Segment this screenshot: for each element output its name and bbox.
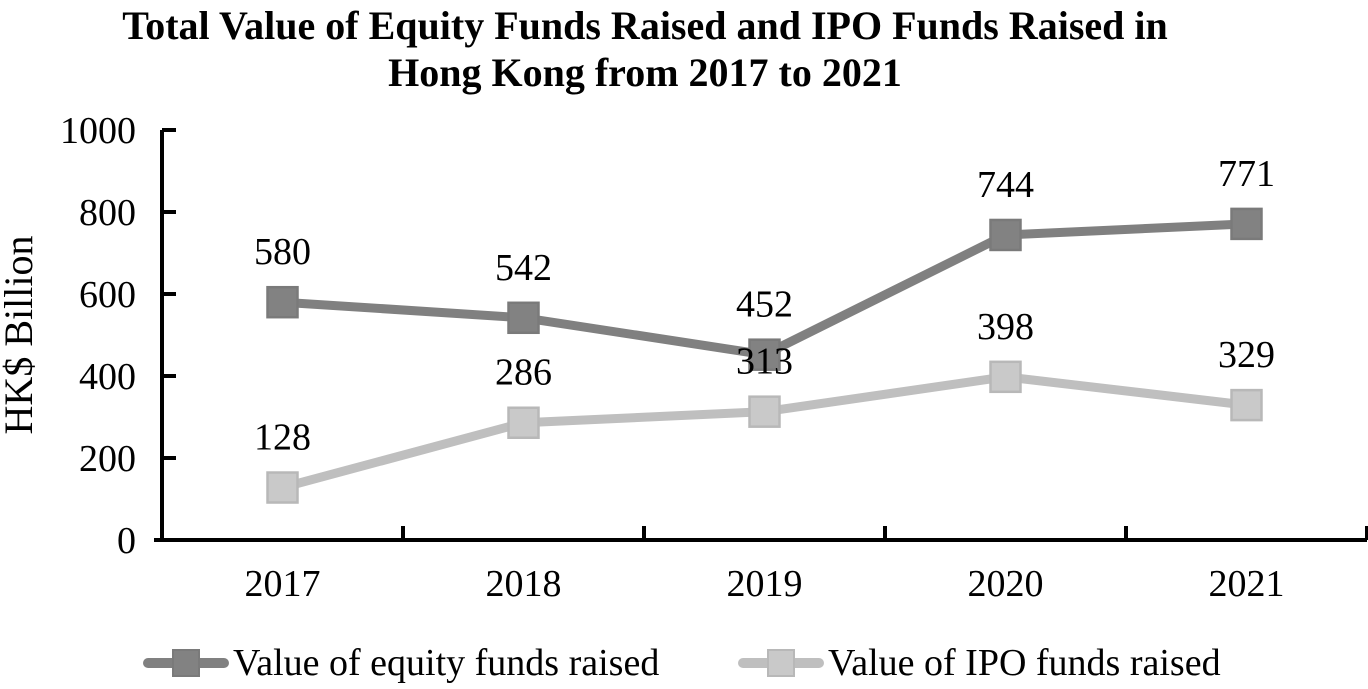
x-tick-label: 2020: [968, 563, 1044, 605]
legend-label-equity: Value of equity funds raised: [233, 642, 660, 684]
y-tick-label: 800: [79, 192, 136, 234]
data-point-marker: [507, 406, 540, 439]
data-label: 329: [1218, 334, 1275, 376]
y-tick-label: 0: [117, 520, 136, 562]
data-label: 744: [977, 164, 1034, 206]
data-label: 313: [736, 341, 793, 383]
x-tick-label: 2021: [1209, 563, 1285, 605]
data-point-marker: [989, 360, 1022, 394]
data-label: 286: [495, 352, 552, 394]
legend-square-marker-equity: [172, 649, 200, 677]
data-label: 452: [736, 284, 793, 326]
y-tick-label: 600: [79, 274, 136, 316]
y-tick-label: 1000: [60, 110, 136, 152]
x-tick-label: 2017: [245, 563, 321, 605]
chart-title: Total Value of Equity Funds Raised and I…: [122, 3, 1168, 95]
data-label: 398: [977, 306, 1034, 348]
legend-square-marker-ipo: [767, 649, 795, 677]
data-label: 771: [1218, 153, 1275, 195]
y-tick-label: 400: [79, 356, 136, 398]
data-point-marker: [748, 338, 781, 371]
legend-label-ipo: Value of IPO funds raised: [828, 642, 1221, 684]
data-point-marker: [266, 285, 299, 319]
x-tick-label: 2018: [486, 563, 562, 605]
legend-entry-ipo: Value of IPO funds raised: [738, 638, 1221, 688]
data-point-marker: [507, 301, 540, 335]
data-point-marker: [1230, 207, 1263, 241]
data-label: 542: [495, 247, 552, 289]
y-axis-title: HK$ Billion: [0, 236, 41, 435]
y-tick-label: 200: [79, 438, 136, 480]
legend-entry-equity: Value of equity funds raised: [143, 638, 659, 688]
legend-sample-ipo: [738, 648, 824, 678]
data-label: 128: [254, 417, 311, 459]
legend-sample-equity: [143, 648, 229, 678]
series-line: [281, 372, 1248, 492]
x-tick-label: 2019: [727, 563, 803, 605]
chart-legend: Value of equity funds raised Value of IP…: [0, 638, 1368, 688]
data-point-marker: [748, 395, 781, 428]
data-point-marker: [989, 218, 1022, 252]
data-point-marker: [266, 471, 299, 504]
data-point-marker: [1230, 388, 1263, 422]
data-label: 580: [254, 231, 311, 273]
